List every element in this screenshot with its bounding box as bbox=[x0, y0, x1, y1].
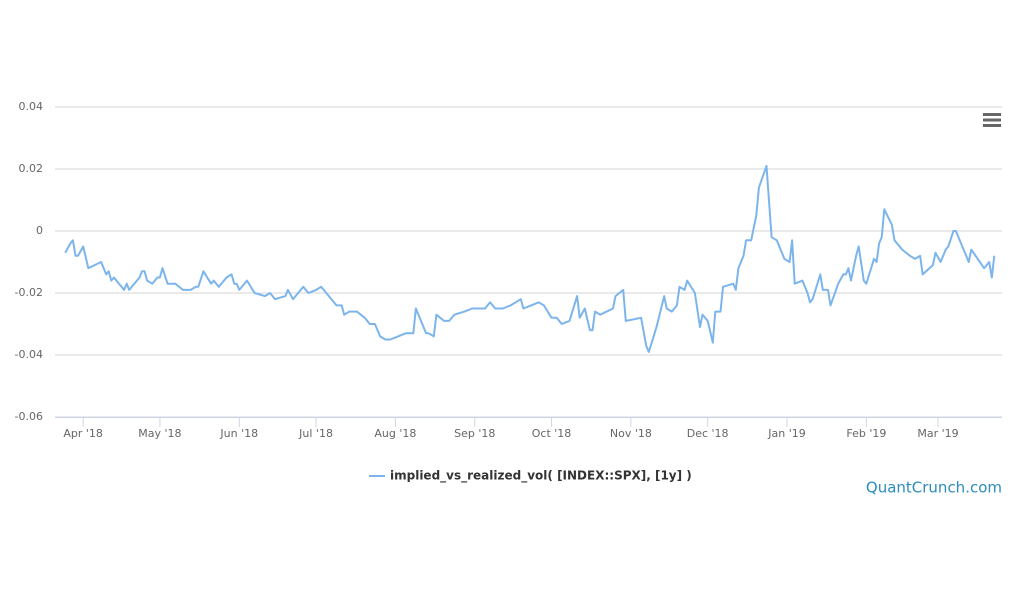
legend-label[interactable]: implied_vs_realized_vol( [INDEX::SPX], [… bbox=[390, 469, 692, 484]
x-tick-label: Aug '18 bbox=[374, 427, 416, 440]
y-tick-label: 0.02 bbox=[19, 162, 44, 175]
x-tick-label: Feb '19 bbox=[846, 427, 886, 440]
y-tick-label: 0 bbox=[36, 224, 43, 237]
y-tick-label: 0.04 bbox=[19, 100, 44, 113]
credits[interactable]: QuantCrunch.com bbox=[866, 479, 1002, 497]
x-tick-label: Sep '18 bbox=[454, 427, 495, 440]
y-tick-label: -0.02 bbox=[15, 286, 43, 299]
menu-bar bbox=[983, 118, 1001, 122]
menu-button[interactable] bbox=[983, 113, 1001, 127]
x-tick-label: Jan '19 bbox=[767, 427, 805, 440]
x-tick-label: Oct '18 bbox=[532, 427, 572, 440]
x-tick-label: Dec '18 bbox=[687, 427, 729, 440]
x-tick-label: May '18 bbox=[138, 427, 181, 440]
menu-bar bbox=[983, 124, 1001, 127]
x-tick-label: Jul '18 bbox=[298, 427, 333, 440]
x-tick-label: Jun '18 bbox=[219, 427, 258, 440]
y-tick-label: -0.06 bbox=[15, 410, 43, 423]
y-tick-label: -0.04 bbox=[15, 348, 43, 361]
menu-bar bbox=[983, 113, 1001, 116]
x-tick-label: Nov '18 bbox=[610, 427, 652, 440]
line-series bbox=[64, 164, 996, 353]
x-tick-label: Apr '18 bbox=[63, 427, 103, 440]
x-tick-label: Mar '19 bbox=[917, 427, 958, 440]
